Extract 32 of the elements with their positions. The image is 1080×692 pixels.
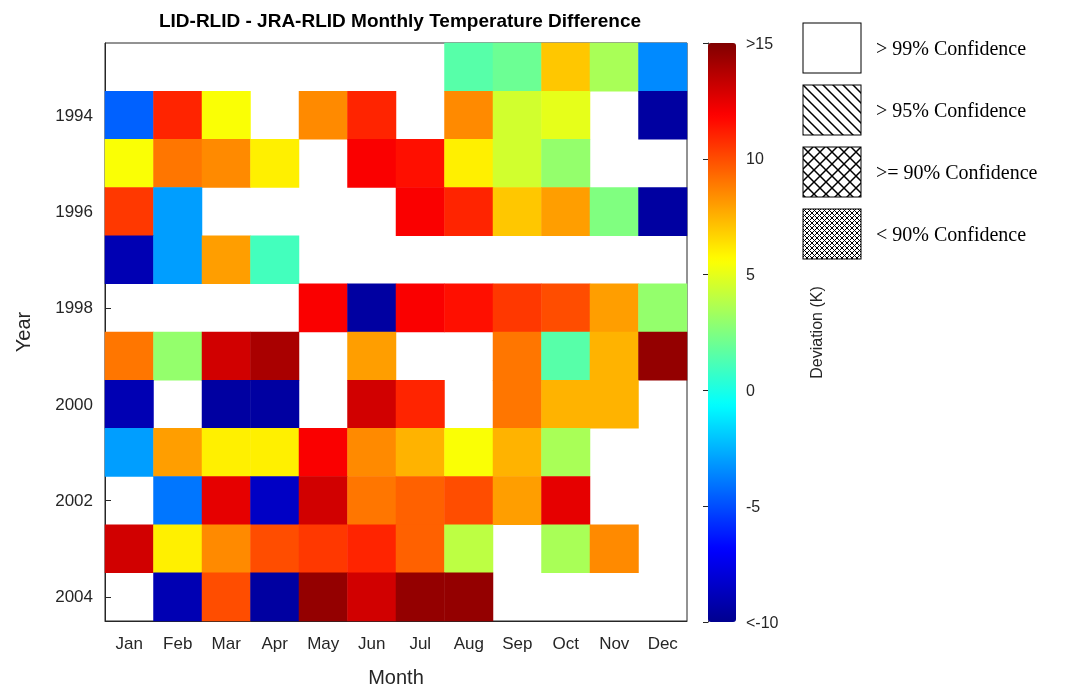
y-tick-label: 1996 [55,202,93,222]
text: > 99% Confidence [876,36,1027,60]
x-tick-label: Apr [261,634,289,653]
text: >= 90% Confidence [876,160,1038,184]
x-tick-label: Dec [647,634,679,653]
y-tick-label: 2000 [55,394,93,414]
color-bar-label: 0 [746,381,755,399]
y-tick-label: 1998 [55,298,93,318]
x-tick-label: Jan [115,634,143,653]
color-bar-label: -5 [746,497,761,515]
x-tick-label: Jul [409,634,432,653]
x-axis-title: Month [368,666,424,688]
x-tick-label: Oct [552,634,580,653]
y-tick-label: 2002 [55,491,93,511]
color-bar-label: <-10 [746,613,779,631]
color-bar-label: 5 [746,266,755,284]
color-bar-title: Deviation (K) [807,286,825,379]
color-bar-label: 10 [746,150,764,168]
chart-title: LID-RLID - JRA-RLID Monthly Temperature Difference [158,10,642,31]
y-tick-label: 1994 [55,105,93,125]
x-tick-label: Mar [211,634,242,653]
x-tick-label: Jun [358,634,386,653]
x-tick-label: Sep [502,634,533,653]
color-bar-label: >15 [746,34,774,52]
y-tick-label: 2004 [55,587,93,607]
text: < 90% Confidence [876,222,1027,246]
text: > 95% Confidence [876,98,1027,122]
x-tick-label: Aug [453,634,484,653]
x-tick-label: May [307,634,340,653]
x-tick-label: Feb [163,634,193,653]
x-tick-label: Nov [599,634,630,653]
y-axis-title: Year [12,311,34,353]
